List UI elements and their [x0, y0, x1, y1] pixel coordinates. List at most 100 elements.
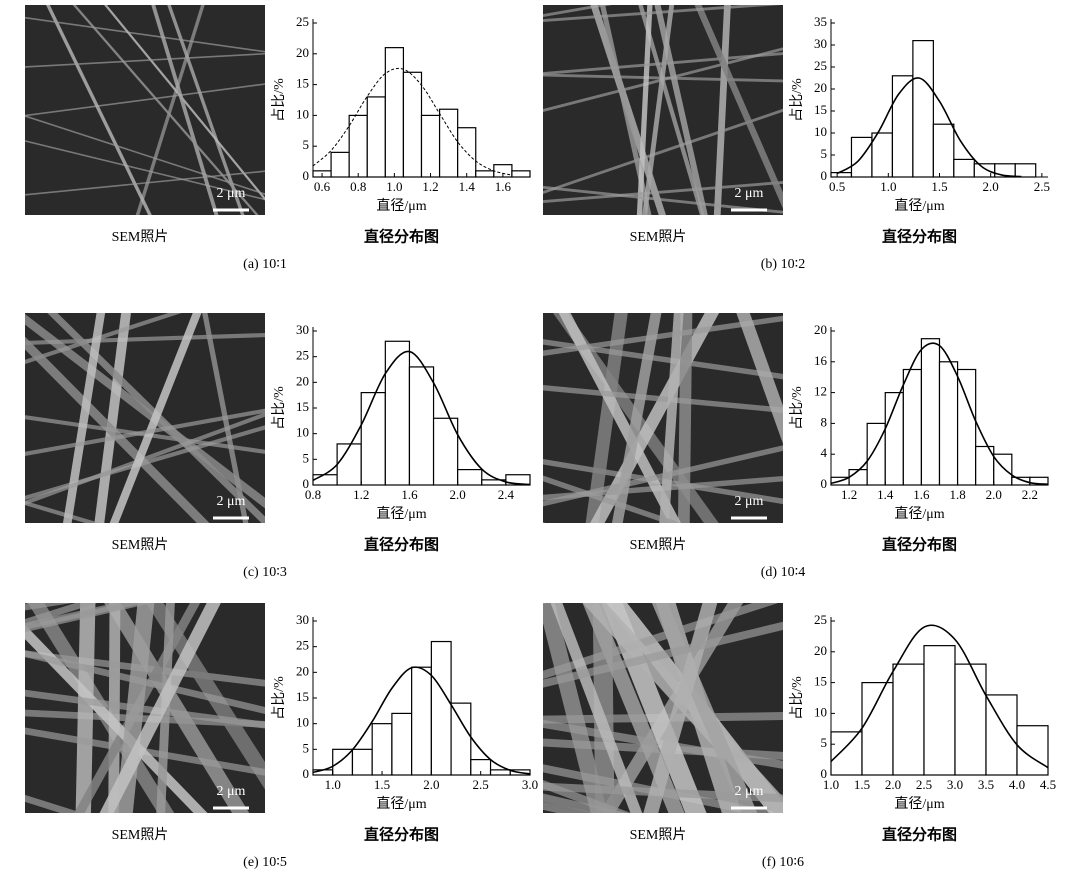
bar [457, 127, 477, 178]
y-tick-label: 0 [821, 476, 828, 491]
bar [411, 666, 432, 776]
y-tick-label: 15 [814, 102, 827, 117]
bar [830, 731, 863, 776]
fiber [109, 313, 202, 523]
bar [848, 469, 868, 486]
x-tick-label: 1.0 [325, 777, 341, 792]
bar [351, 748, 373, 776]
bar [430, 640, 452, 776]
bar [993, 453, 1013, 486]
x-tick-label: 2.0 [885, 777, 901, 792]
chart-title: 直径分布图 [882, 227, 957, 245]
fiber [25, 689, 265, 729]
chart-title: 直径分布图 [364, 825, 439, 843]
fit-curve [830, 342, 1049, 486]
scale-bar-label: 2 μm [735, 784, 764, 799]
x-tick-label: 2.0 [983, 179, 999, 194]
scale-bar-label: 2 μm [217, 784, 246, 799]
chart-title: 直径分布图 [882, 825, 957, 843]
fiber [25, 170, 265, 196]
fiber [25, 425, 265, 501]
y-axis-label: 占比/% [271, 386, 287, 430]
y-tick-label: 20 [814, 80, 827, 95]
fiber [25, 650, 265, 714]
chart-title: 直径分布图 [882, 535, 957, 553]
bar [861, 681, 894, 776]
panel-caption: (f) 10∶6 [762, 855, 804, 870]
fiber [25, 603, 98, 627]
fiber [543, 52, 783, 76]
fiber [543, 475, 682, 523]
bar [360, 392, 386, 486]
x-tick-label: 0.8 [350, 179, 366, 194]
x-tick-label: 1.2 [841, 487, 857, 502]
y-tick-label: 10 [296, 106, 309, 121]
y-tick-label: 12 [814, 384, 827, 399]
fiber [543, 5, 781, 23]
panel-caption: (c) 10∶3 [243, 565, 287, 580]
scale-bar-label: 2 μm [217, 186, 246, 201]
fit-curve [830, 624, 1049, 769]
fibers [543, 603, 783, 813]
x-tick-label: 1.5 [374, 777, 390, 792]
x-tick-label: 4.0 [1009, 777, 1025, 792]
fiber [543, 522, 546, 523]
x-tick-label: 1.4 [877, 487, 894, 502]
scale-bar-label: 2 μm [217, 494, 246, 509]
panel-caption: (e) 10∶5 [243, 855, 287, 870]
bar [912, 39, 934, 178]
x-tick-label: 0.6 [314, 179, 331, 194]
x-tick-label: 1.0 [386, 179, 402, 194]
chart-title: 直径分布图 [364, 535, 439, 553]
x-tick-label: 2.5 [473, 777, 489, 792]
x-tick-label: 0.8 [305, 487, 321, 502]
bar [1014, 163, 1037, 178]
bar [973, 163, 996, 178]
y-axis-label: 占比/% [789, 676, 805, 720]
x-tick-label: 1.5 [854, 777, 870, 792]
fiber [636, 5, 653, 215]
x-tick-label: 2.0 [986, 487, 1002, 502]
fiber [104, 5, 265, 201]
y-tick-label: 20 [296, 373, 309, 388]
fiber [736, 313, 783, 444]
fiber [25, 412, 265, 506]
y-tick-label: 20 [296, 663, 309, 678]
y-tick-label: 35 [814, 14, 827, 29]
y-tick-label: 5 [303, 740, 310, 755]
y-tick-label: 25 [814, 612, 827, 627]
photo-label: SEM照片 [112, 537, 169, 553]
fibers [25, 5, 265, 215]
x-tick-label: 1.6 [913, 487, 930, 502]
fiber [543, 445, 783, 507]
fiber [94, 313, 131, 523]
x-axis-label: 直径/μm [894, 795, 944, 812]
x-tick-label: 1.4 [459, 179, 476, 194]
fiber [651, 603, 758, 813]
bar [475, 170, 495, 178]
bar [312, 474, 338, 486]
bar [871, 132, 894, 178]
x-tick-label: 2.2 [1022, 487, 1038, 502]
x-tick-label: 1.6 [401, 487, 418, 502]
fiber [25, 16, 265, 53]
bar [330, 151, 350, 178]
fiber [25, 115, 265, 195]
bar [384, 340, 411, 486]
fiber [582, 603, 783, 813]
sem-photo: 2 μm [543, 5, 783, 215]
x-tick-label: 2.0 [450, 487, 466, 502]
bar [953, 158, 975, 178]
photo-label: SEM照片 [630, 537, 687, 553]
fiber [25, 336, 210, 523]
sem-photo: 2 μm [25, 603, 265, 813]
bar [489, 769, 511, 776]
y-tick-label: 25 [296, 14, 309, 29]
y-tick-label: 8 [821, 414, 828, 429]
x-tick-label: 0.5 [829, 179, 845, 194]
chart-title: 直径分布图 [364, 227, 439, 245]
fiber [25, 500, 100, 523]
x-tick-label: 1.8 [949, 487, 965, 502]
y-tick-label: 20 [296, 45, 309, 60]
